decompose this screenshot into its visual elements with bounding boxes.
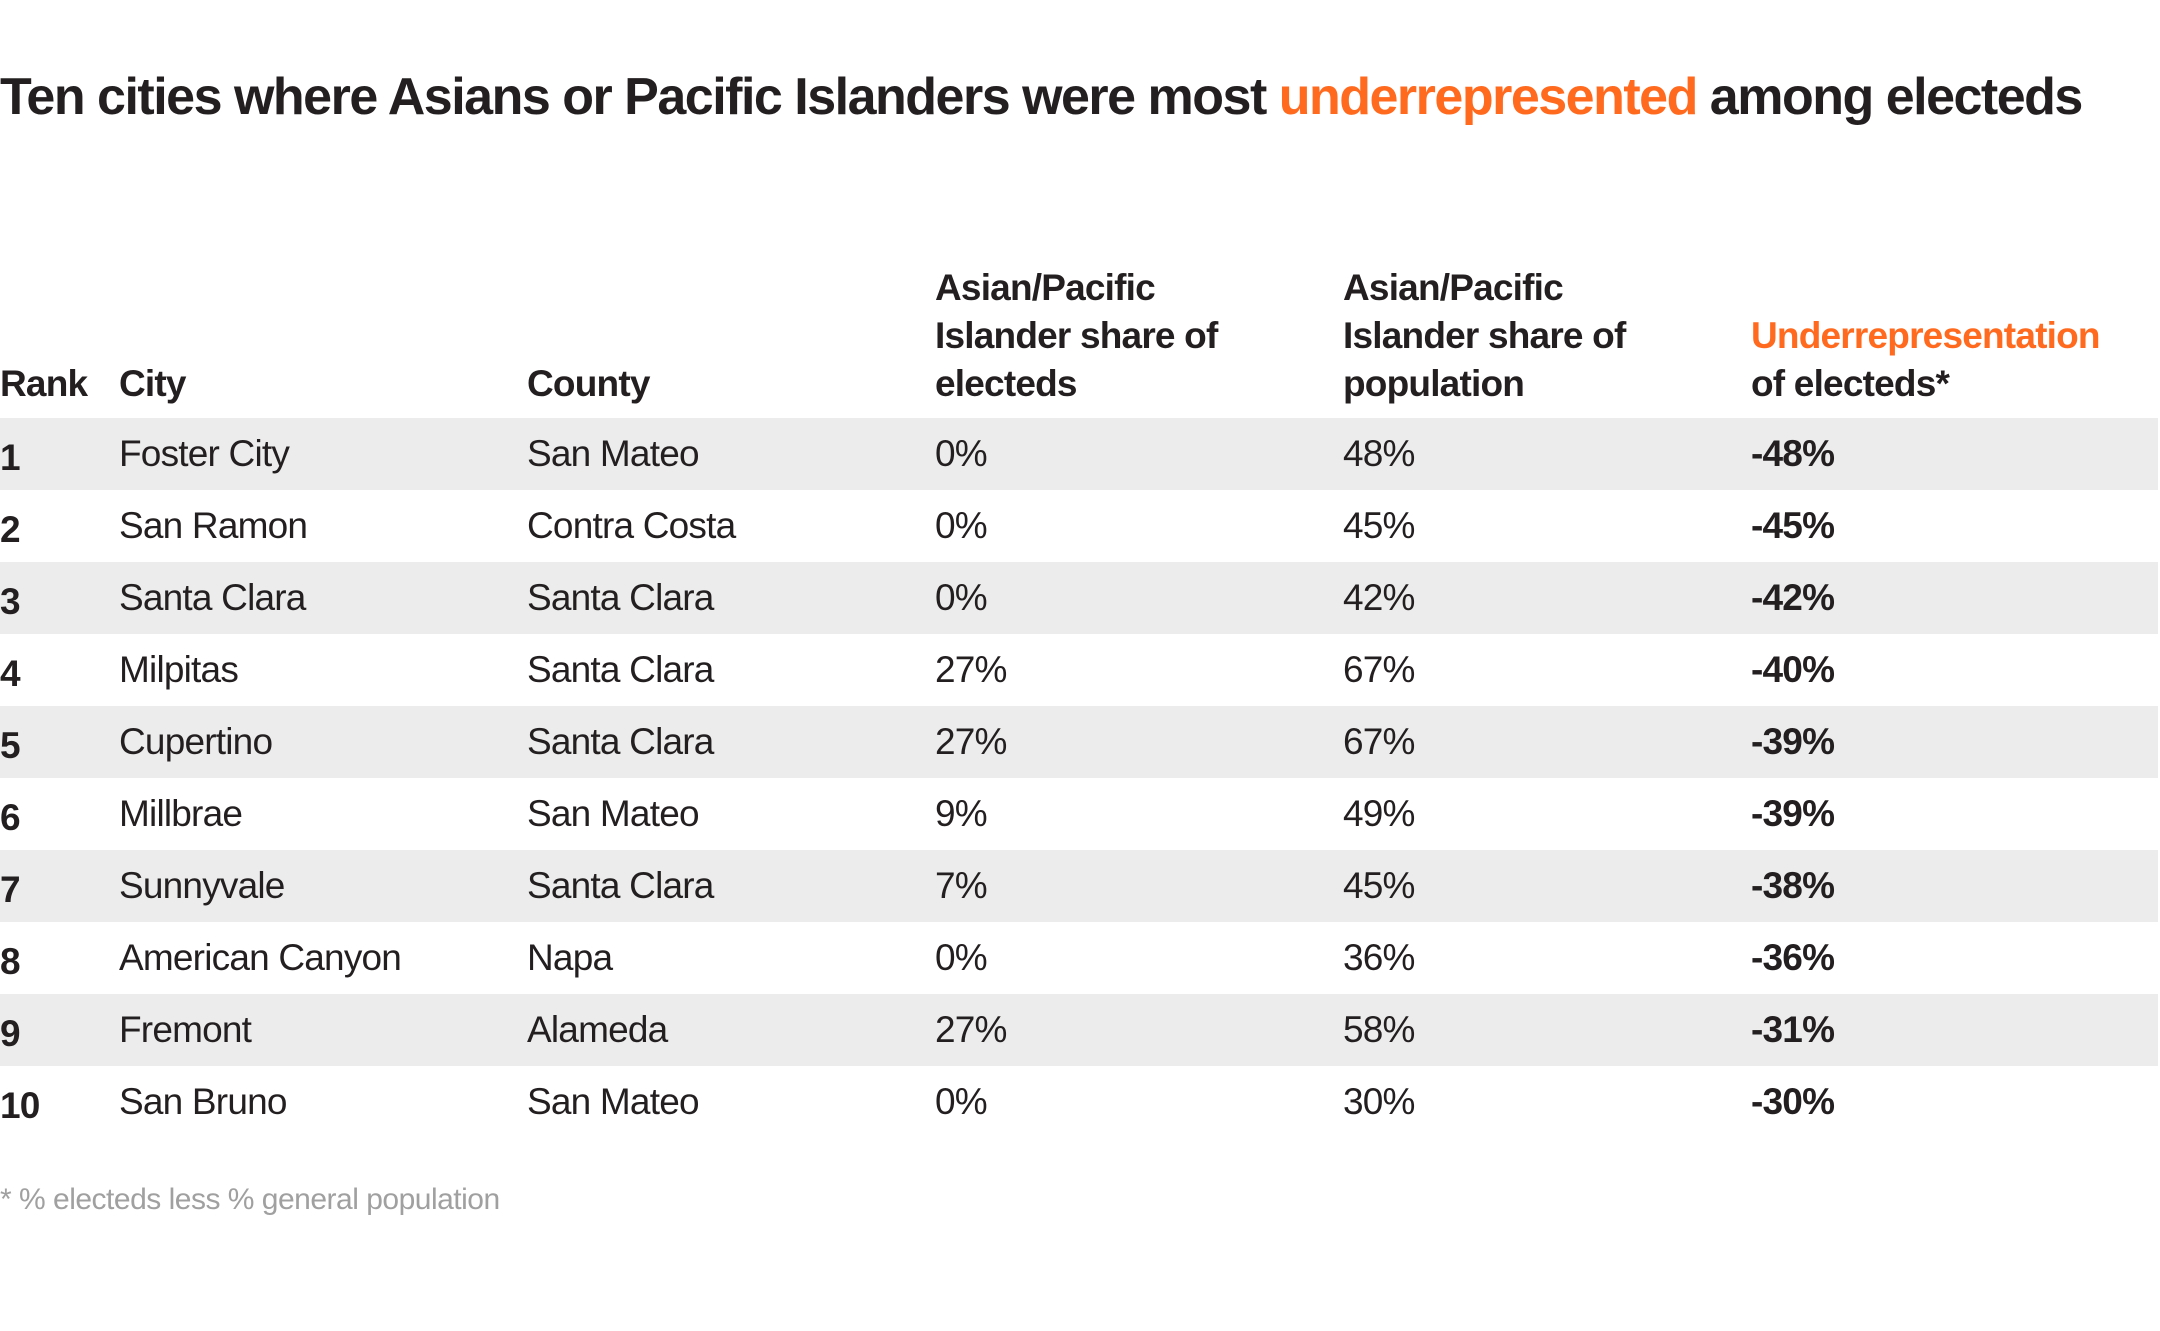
- cell-underrepresentation: -39%: [1751, 721, 1835, 762]
- header-underrepresentation: Underrepresentation of electeds*: [1751, 312, 2151, 408]
- table-row: 7 Sunnyvale Santa Clara 7% 45% -38%: [0, 850, 2158, 922]
- cell-underrepresentation: -39%: [1751, 793, 1835, 834]
- cell-county: Santa Clara: [527, 577, 714, 618]
- cell-population-share: 30%: [1343, 1081, 1415, 1122]
- cell-city: Millbrae: [119, 793, 243, 834]
- table-row: 4 Milpitas Santa Clara 27% 67% -40%: [0, 634, 2158, 706]
- table-row: 8 American Canyon Napa 0% 36% -36%: [0, 922, 2158, 994]
- table-row: 9 Fremont Alameda 27% 58% -31%: [0, 994, 2158, 1066]
- cell-population-share: 67%: [1343, 649, 1415, 690]
- cell-city: Cupertino: [119, 721, 273, 762]
- header-city: City: [119, 363, 186, 404]
- cell-county: Napa: [527, 937, 613, 978]
- cell-city: American Canyon: [119, 937, 402, 978]
- cell-underrepresentation: -40%: [1751, 649, 1835, 690]
- cell-population-share: 36%: [1343, 937, 1415, 978]
- cell-rank: 1: [0, 437, 21, 478]
- cell-city: Fremont: [119, 1009, 252, 1050]
- cell-underrepresentation: -30%: [1751, 1081, 1835, 1122]
- cell-population-share: 48%: [1343, 433, 1415, 474]
- cell-county: Santa Clara: [527, 721, 714, 762]
- cell-county: San Mateo: [527, 1081, 700, 1122]
- cell-county: Santa Clara: [527, 649, 714, 690]
- title-highlight: underrepresented: [1278, 68, 1699, 126]
- cell-city: Milpitas: [119, 649, 239, 690]
- cell-underrepresentation: -38%: [1751, 865, 1835, 906]
- cell-rank: 4: [0, 653, 21, 694]
- cell-elected-share: 0%: [935, 937, 988, 978]
- cell-elected-share: 27%: [935, 649, 1007, 690]
- footnote: * % electeds less % general population: [0, 1183, 500, 1216]
- cell-elected-share: 0%: [935, 1081, 988, 1122]
- cell-underrepresentation: -31%: [1751, 1009, 1835, 1050]
- cell-county: Contra Costa: [527, 505, 736, 546]
- header-rank: Rank: [0, 363, 88, 404]
- table-row: 10 San Bruno San Mateo 0% 30% -30%: [0, 1066, 2158, 1138]
- table-row: 2 San Ramon Contra Costa 0% 45% -45%: [0, 490, 2158, 562]
- cell-city: Sunnyvale: [119, 865, 285, 906]
- cell-underrepresentation: -48%: [1751, 433, 1835, 474]
- cell-population-share: 45%: [1343, 865, 1415, 906]
- cell-elected-share: 27%: [935, 1009, 1007, 1050]
- table-row: 5 Cupertino Santa Clara 27% 67% -39%: [0, 706, 2158, 778]
- cell-city: Foster City: [119, 433, 290, 474]
- title-prefix: Ten cities where Asians or Pacific Islan…: [0, 68, 1279, 126]
- cell-underrepresentation: -36%: [1751, 937, 1835, 978]
- cell-rank: 9: [0, 1013, 21, 1054]
- cell-rank: 6: [0, 797, 21, 838]
- cell-county: San Mateo: [527, 793, 700, 834]
- page-title: Ten cities where Asians or Pacific Islan…: [0, 62, 2100, 132]
- table-body: 1 Foster City San Mateo 0% 48% -48% 2 San Ramon…: [0, 418, 2158, 1138]
- cell-rank: 3: [0, 581, 21, 622]
- cell-population-share: 67%: [1343, 721, 1415, 762]
- cell-elected-share: 27%: [935, 721, 1007, 762]
- cell-elected-share: 9%: [935, 793, 988, 834]
- cell-rank: 2: [0, 509, 21, 550]
- cell-elected-share: 7%: [935, 865, 988, 906]
- header-population-share: Asian/Pacific Islander share of populati…: [1343, 267, 1626, 404]
- header-under-rest: of electeds*: [1751, 363, 1950, 404]
- cell-county: Alameda: [527, 1009, 668, 1050]
- cell-county: San Mateo: [527, 433, 700, 474]
- cell-rank: 5: [0, 725, 21, 766]
- table-row: 3 Santa Clara Santa Clara 0% 42% -42%: [0, 562, 2158, 634]
- header-under-highlight: Underrepresentation: [1751, 315, 2101, 356]
- header-county: County: [527, 363, 650, 404]
- cell-underrepresentation: -45%: [1751, 505, 1835, 546]
- cell-city: San Ramon: [119, 505, 308, 546]
- cell-elected-share: 0%: [935, 505, 988, 546]
- header-elected-share: Asian/Pacific Islander share of electeds: [935, 267, 1218, 404]
- cell-city: Santa Clara: [119, 577, 306, 618]
- table-row: 1 Foster City San Mateo 0% 48% -48%: [0, 418, 2158, 490]
- table-row: 6 Millbrae San Mateo 9% 49% -39%: [0, 778, 2158, 850]
- cell-population-share: 58%: [1343, 1009, 1415, 1050]
- table-header: Rank City County Asian/Pacific Islander …: [0, 250, 2158, 418]
- cell-population-share: 45%: [1343, 505, 1415, 546]
- cell-elected-share: 0%: [935, 433, 988, 474]
- underrepresentation-table: Rank City County Asian/Pacific Islander …: [0, 250, 2158, 1138]
- title-suffix: among electeds: [1696, 68, 2084, 126]
- cell-city: San Bruno: [119, 1081, 287, 1122]
- cell-population-share: 49%: [1343, 793, 1415, 834]
- cell-rank: 7: [0, 869, 21, 910]
- cell-rank: 10: [0, 1085, 40, 1126]
- cell-population-share: 42%: [1343, 577, 1415, 618]
- cell-county: Santa Clara: [527, 865, 714, 906]
- cell-underrepresentation: -42%: [1751, 577, 1835, 618]
- cell-elected-share: 0%: [935, 577, 988, 618]
- cell-rank: 8: [0, 941, 21, 982]
